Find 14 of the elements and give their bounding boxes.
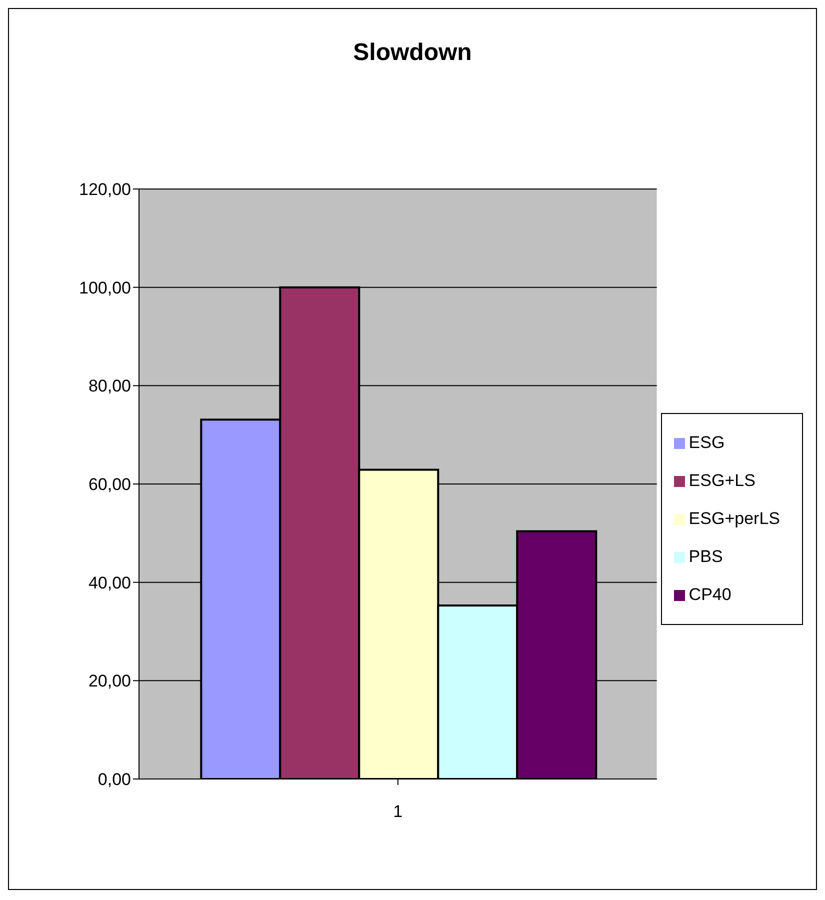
y-tick-label: 40,00	[88, 573, 131, 592]
chart-title: Slowdown	[352, 39, 473, 67]
y-tick-label: 0,00	[98, 770, 131, 790]
y-tick-label: 60,00	[88, 475, 131, 494]
legend-label: CP40	[688, 585, 732, 604]
legend-label: PBS	[688, 547, 723, 566]
legend-label: ESG	[688, 433, 725, 452]
y-tick-label: 80,00	[88, 376, 131, 396]
x-tick-label: 1	[393, 802, 403, 822]
legend-label: ESG+LS	[688, 471, 756, 490]
legend-label: ESG+perLS	[688, 509, 780, 528]
y-tick-label: 100,00	[79, 278, 131, 298]
y-tick-label: 20,00	[88, 672, 131, 691]
y-tick-label: 120,00	[79, 180, 131, 200]
